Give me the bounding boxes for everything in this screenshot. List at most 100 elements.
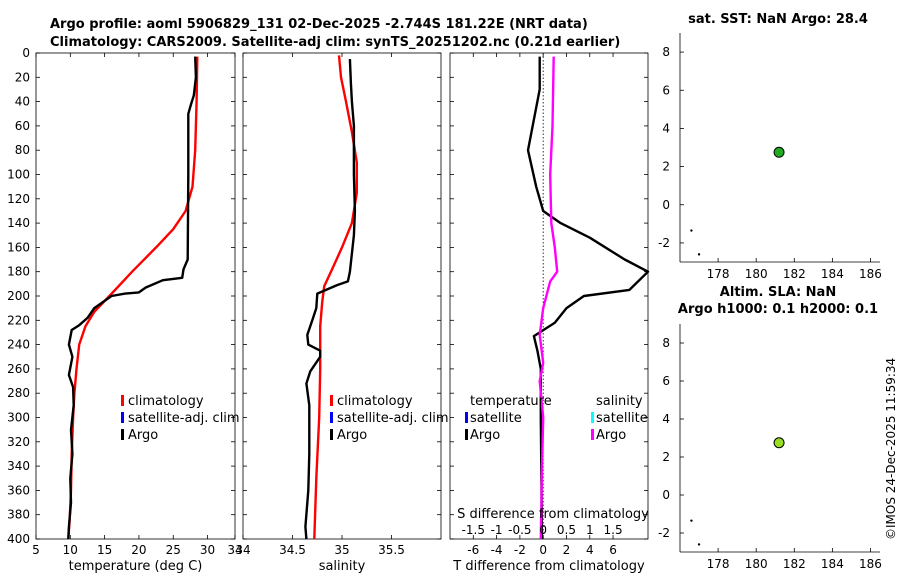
x-tick-label: 35 xyxy=(334,543,349,557)
series-line-t-argo-diff xyxy=(526,56,650,540)
legend-swatch xyxy=(121,395,124,406)
y-tick-label: 160 xyxy=(7,240,30,254)
x-tick-label: 20 xyxy=(131,543,146,557)
y-tick-label: 280 xyxy=(7,386,30,400)
x-tick-label: 182 xyxy=(783,557,806,571)
y-tick-label: 0 xyxy=(662,488,670,502)
s-tick-label: 1.5 xyxy=(604,523,623,537)
imos-watermark: ©IMOS 24-Dec-2025 11:59:34 xyxy=(884,358,898,540)
y-tick-label: 320 xyxy=(7,435,30,449)
legend-label: Argo xyxy=(596,428,626,443)
x-tick-label: 180 xyxy=(745,267,768,281)
x-tick-label: 186 xyxy=(859,557,882,571)
legend-swatch xyxy=(591,412,594,423)
y-tick-label: 80 xyxy=(15,143,30,157)
x-tick-label: 0 xyxy=(539,543,547,557)
x-tick-label: 10 xyxy=(63,543,78,557)
y-tick-label: 100 xyxy=(7,168,30,182)
x-tick-label: -6 xyxy=(467,543,479,557)
x-tick-label: 25 xyxy=(166,543,181,557)
x-tick-label: 34 xyxy=(227,543,242,557)
legend-swatch xyxy=(121,412,124,423)
s-tick-label: -1.5 xyxy=(462,523,485,537)
y-tick-label: 340 xyxy=(7,459,30,473)
difference-panel: -6 -4 -2 0 2 4 6 T difference from climatology S… xyxy=(449,52,650,574)
y-tick-label: 2 xyxy=(662,160,670,174)
y-tick-label: 60 xyxy=(15,119,30,133)
legend-label: satellite xyxy=(596,411,648,426)
legend-label: Argo xyxy=(337,428,367,443)
y-tick-label: 220 xyxy=(7,313,30,327)
s-tick-label: 1 xyxy=(586,523,594,537)
y-tick-label: 20 xyxy=(15,70,30,84)
y-tick-label: -2 xyxy=(658,526,670,540)
y-tick-label: 40 xyxy=(15,95,30,109)
y-tick-label: 260 xyxy=(7,362,30,376)
x-tick-label: 4 xyxy=(586,543,594,557)
coast-dot xyxy=(697,253,701,256)
legend-label: Argo xyxy=(470,428,500,443)
title-line-1: Argo profile: aoml 5906829_131 02-Dec-20… xyxy=(50,17,588,32)
legend-swatch xyxy=(121,429,124,440)
x-tick-label: 35.5 xyxy=(378,543,405,557)
x-tick-label: 2 xyxy=(563,543,571,557)
y-tick-label: 360 xyxy=(7,483,30,497)
x-tick-label: 6 xyxy=(609,543,617,557)
x-tick-label: 184 xyxy=(821,557,844,571)
y-tick-label: 200 xyxy=(7,289,30,303)
s-tick-label: -0.5 xyxy=(508,523,531,537)
title-line-2: Climatology: CARS2009. Satellite-adj cli… xyxy=(50,35,620,50)
plot-frame xyxy=(35,52,236,540)
salinity-panel: 34 34.5 35 35.5 salinity climatology satellite… xyxy=(235,52,449,574)
y-tick-label: 240 xyxy=(7,338,30,352)
x-tick-label: 180 xyxy=(745,557,768,571)
x-tick-label: 30 xyxy=(200,543,215,557)
coast-dot xyxy=(690,519,693,522)
series-line-climatology xyxy=(313,55,358,540)
sla-map-panel: -2 0 2 4 6 8 178 180 182 184 186 Altim. SLA: NaN Arg… xyxy=(658,285,882,571)
legend-title-salinity: salinity xyxy=(596,394,643,409)
series-line-argo xyxy=(304,59,357,540)
y-tick-label: 4 xyxy=(662,412,670,426)
float-position-marker xyxy=(773,146,785,158)
x-tick-label: -4 xyxy=(491,543,503,557)
x-tick-label: 184 xyxy=(821,267,844,281)
s-tick-label: 0.5 xyxy=(557,523,576,537)
sst-title: sat. SST: NaN Argo: 28.4 xyxy=(688,12,868,27)
legend-label: satellite-adj. clim xyxy=(128,411,240,426)
y-tick-label: 0 xyxy=(22,46,30,60)
legend-swatch xyxy=(591,429,594,440)
legend-label: Argo xyxy=(128,428,158,443)
y-tick-label: 300 xyxy=(7,411,30,425)
coast-dot xyxy=(690,229,693,232)
y-tick-label: 180 xyxy=(7,265,30,279)
x-tick-label: -2 xyxy=(514,543,526,557)
legend-swatch xyxy=(330,429,333,440)
legend-label: climatology xyxy=(128,394,204,409)
y-tick-label: 6 xyxy=(662,374,670,388)
y-tick-label: 4 xyxy=(662,121,670,135)
x-tick-label: 5 xyxy=(32,543,40,557)
y-tick-label: 0 xyxy=(662,198,670,212)
legend-swatch xyxy=(465,412,468,423)
x-tick-label: 15 xyxy=(97,543,112,557)
y-tick-label: 6 xyxy=(662,83,670,97)
coast-dot xyxy=(697,543,701,546)
sla-title-2: Argo h1000: 0.1 h2000: 0.1 xyxy=(678,302,878,317)
plot-frame xyxy=(242,52,442,540)
legend-title-temperature: temperature xyxy=(470,394,552,409)
float-position-marker xyxy=(773,437,785,449)
legend-label: satellite xyxy=(470,411,522,426)
y-tick-label: 140 xyxy=(7,216,30,230)
x-tick-label: 34 xyxy=(235,543,250,557)
y-tick-label: 2 xyxy=(662,450,670,464)
x-axis-label: T difference from climatology xyxy=(452,559,645,574)
y-tick-label: 380 xyxy=(7,508,30,522)
x-tick-label: 186 xyxy=(859,267,882,281)
x-tick-label: 182 xyxy=(783,267,806,281)
s-diff-axis-label: S difference from climatology xyxy=(457,507,649,522)
s-tick-label: 0 xyxy=(539,523,547,537)
s-tick-label: -1 xyxy=(491,523,503,537)
legend-swatch xyxy=(330,412,333,423)
legend-label: satellite-adj. clim xyxy=(337,411,449,426)
